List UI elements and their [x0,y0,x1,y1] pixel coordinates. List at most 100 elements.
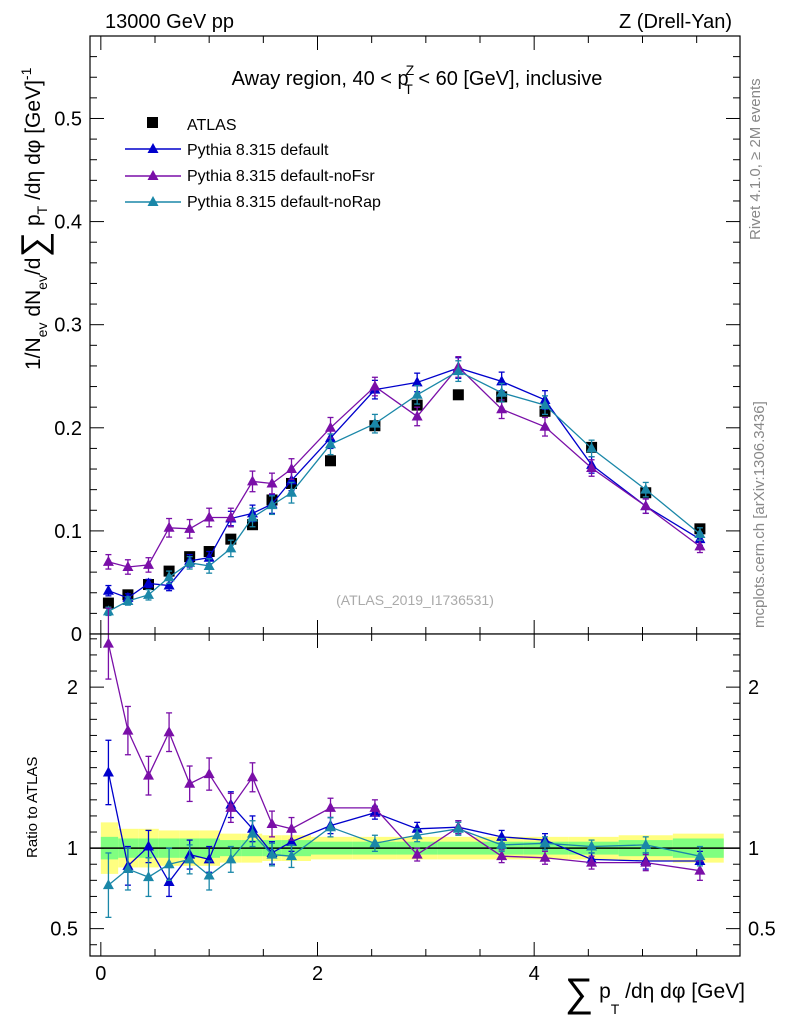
x-axis-label: ∑ pT /dη dφ [GeV] [565,971,745,1017]
ratio-plot-area [90,634,740,956]
ratio-plot-frame [89,633,741,957]
data-point-pythia-8-315-default-norap [411,388,423,399]
plot-title-post: < 60 [GeV], inclusive [413,68,603,90]
data-point-pythia-8-315-default-norap [640,483,652,494]
ratio-point-pythia-8-315-default-norap [496,838,508,849]
ratio-point-pythia-8-315-default-nofsr [266,817,278,828]
data-point-pythia-8-315-default-nofsr [539,420,551,431]
ratio-point-pythia-8-315-default-nofsr [184,777,196,788]
data-point-pythia-8-315-default-nofsr [325,421,336,432]
data-point-pythia-8-315-default-norap [184,556,196,567]
data-point-pythia-8-315-default-norap [286,486,297,497]
ratio-point-pythia-8-315-default [143,840,154,851]
legend-marker-norap [147,196,159,206]
data-point-pythia-8-315-default-nofsr [411,410,423,421]
ratio-ytick-label-right: 2 [748,677,759,699]
data-point-pythia-8-315-default [143,577,154,588]
data-point-pythia-8-315-default-nofsr [143,558,154,569]
ratio-ytick-label-right: 1 [748,838,759,860]
ratio-point-pythia-8-315-default-norap [225,853,237,864]
ratio-axis-ticks [90,634,740,956]
main-y-axis-label: 1/Nev dNev/d∑ pT /dη dφ [GeV]-1 [13,67,54,370]
data-point-pythia-8-315-default-norap [225,542,237,553]
data-point-atlas [411,399,423,411]
data-point-pythia-8-315-default-nofsr [203,511,215,522]
ratio-point-pythia-8-315-default-norap [122,863,134,874]
ratio-point-pythia-8-315-default-nofsr [247,771,258,782]
ratio-point-pythia-8-315-default [411,822,423,833]
ratio-series-group [102,607,706,919]
header-right: Z (Drell-Yan) [619,11,732,33]
data-point-pythia-8-315-default-norap [496,386,508,397]
ratio-ytick-label-right: 0.5 [748,919,776,941]
data-point-pythia-8-315-default-norap [247,511,258,522]
legend-label-norap: Pythia 8.315 default-noRap [187,194,381,211]
data-point-pythia-8-315-default [163,579,175,590]
legend: ATLAS Pythia 8.315 default Pythia 8.315 … [125,117,381,211]
data-point-pythia-8-315-default-nofsr [369,380,381,391]
data-point-pythia-8-315-default-nofsr [184,522,196,533]
ratio-point-pythia-8-315-default-norap [411,829,423,840]
ratio-x-tick-labels: 0 2 4 [95,963,539,985]
legend-marker-default [147,143,159,153]
ratio-point-pythia-8-315-default-norap [247,827,258,838]
data-point-pythia-8-315-default-norap [694,527,706,538]
data-point-atlas [102,597,114,609]
ratio-y-tick-labels: 0.5 1 2 0.5 1 2 [50,677,776,941]
ratio-point-pythia-8-315-default [102,766,114,777]
data-point-pythia-8-315-default-norap [452,365,464,376]
main-plot-area [90,36,740,634]
data-point-atlas [452,389,464,401]
ratio-point-pythia-8-315-default-norap [452,822,464,833]
ratio-point-pythia-8-315-default-nofsr [122,724,134,735]
main-ytick-label: 0.4 [54,212,82,234]
plot-title-sup: Z [406,62,415,78]
main-axis-ticks [90,36,740,635]
ratio-point-pythia-8-315-default-norap [325,821,336,832]
ratio-point-pythia-8-315-default-nofsr [640,856,652,867]
data-point-pythia-8-315-default-nofsr [102,555,114,566]
analysis-watermark: (ATLAS_2019_I1736531) [336,592,494,608]
ratio-point-pythia-8-315-default-nofsr [694,864,706,875]
plot-title-pre: Away region, 40 < p [232,68,409,90]
mcplots-label: mcplots.cern.ch [arXiv:1306.3436] [751,401,768,628]
data-point-pythia-8-315-default-nofsr [694,540,706,551]
main-ytick-label: 0.5 [54,108,82,130]
ratio-point-pythia-8-315-default-norap [539,837,551,848]
ratio-y-axis-label: Ratio to ATLAS [24,757,41,858]
data-point-pythia-8-315-default-nofsr [286,463,297,474]
plot-title: Away region, 40 < pZ T < 60 [GeV], inclus… [232,62,603,97]
data-point-pythia-8-315-default [411,376,423,387]
data-point-pythia-8-315-default-nofsr [163,521,175,532]
ratio-point-pythia-8-315-default-norap [203,869,215,880]
ratio-point-pythia-8-315-default-nofsr [102,637,114,648]
ratio-point-pythia-8-315-default-norap [266,848,278,859]
data-point-pythia-8-315-default [102,584,114,595]
ratio-point-pythia-8-315-default-norap [586,840,598,851]
main-ytick-label: 0.2 [54,418,82,440]
data-point-pythia-8-315-default-norap [143,588,154,599]
ratio-point-pythia-8-315-default-nofsr [369,801,381,812]
ratio-point-pythia-8-315-default-nofsr [496,850,508,861]
ratio-point-pythia-8-315-default-nofsr [325,801,336,812]
data-point-pythia-8-315-default-norap [266,499,278,510]
ratio-xtick-label: 2 [312,963,323,985]
legend-label-default: Pythia 8.315 default [187,142,329,159]
ratio-point-pythia-8-315-default-nofsr [143,769,154,780]
ratio-ytick-label-left: 0.5 [50,919,78,941]
ratio-point-pythia-8-315-default-norap [163,858,175,869]
data-point-pythia-8-315-default-nofsr [496,403,508,414]
ratio-point-pythia-8-315-default-norap [640,838,652,849]
ratio-point-pythia-8-315-default-nofsr [286,822,297,833]
data-point-pythia-8-315-default-nofsr [122,560,134,571]
ratio-point-pythia-8-315-default-nofsr [225,801,237,812]
ratio-point-pythia-8-315-default-norap [369,837,381,848]
legend-label-nofsr: Pythia 8.315 default-noFsr [187,168,375,185]
ratio-point-pythia-8-315-default-nofsr [586,856,598,867]
data-point-pythia-8-315-default-norap [325,438,336,449]
ratio-ytick-label-left: 1 [67,838,78,860]
data-point-atlas [225,533,237,545]
ratio-point-pythia-8-315-default-norap [286,850,297,861]
legend-marker-nofsr [147,170,159,180]
